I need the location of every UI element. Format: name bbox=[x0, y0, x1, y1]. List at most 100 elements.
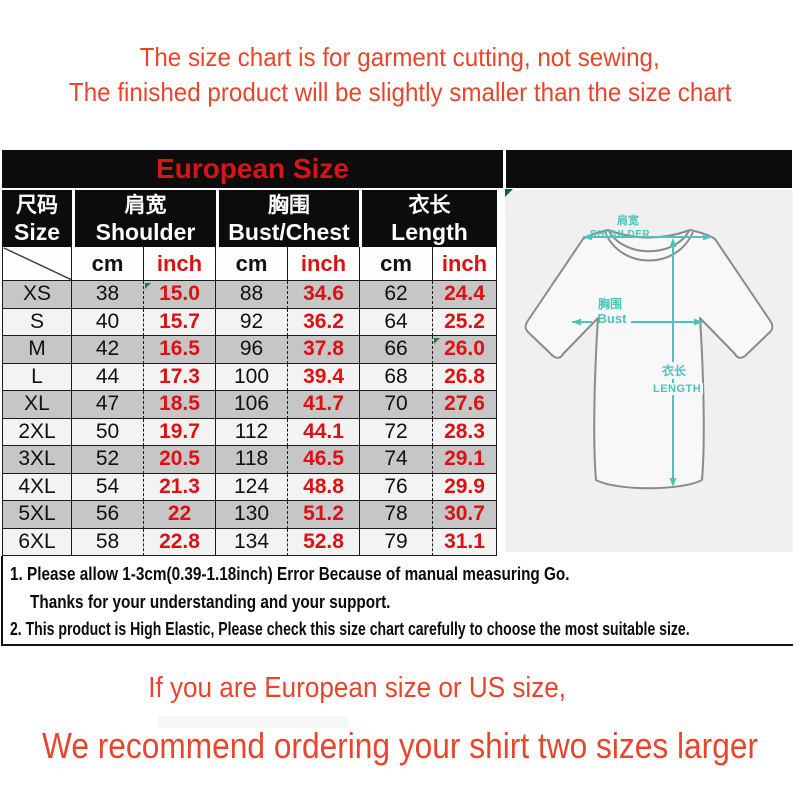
size-label: M bbox=[2, 336, 72, 364]
size-label: 3XL bbox=[2, 446, 72, 474]
size-label: 4XL bbox=[2, 473, 72, 501]
header-size-zh: 尺码 bbox=[16, 193, 58, 217]
column-header-bust: 胸围 Bust/Chest bbox=[219, 190, 359, 247]
measurement-value: 50 bbox=[72, 418, 144, 446]
collar-inner-arc bbox=[608, 230, 690, 253]
footer-line-1-text: If you are European size or US size, bbox=[148, 672, 566, 704]
bust-label-en: Bust bbox=[597, 311, 627, 326]
cell-corner-marker bbox=[434, 338, 440, 344]
header-size-en: Size bbox=[13, 218, 61, 245]
measurement-value: 58 bbox=[72, 528, 144, 556]
measurement-value: 48.8 bbox=[288, 473, 360, 501]
measurement-value: 27.6 bbox=[433, 391, 497, 419]
warning-line-2: The finished product will be slightly sm… bbox=[68, 77, 732, 107]
diagonal-blank-cell bbox=[2, 247, 72, 281]
unit-label: cm bbox=[360, 247, 433, 281]
length-label-en: LENGTH bbox=[651, 383, 704, 395]
measurement-value: 20.5 bbox=[144, 446, 216, 474]
faint-artifact-strip bbox=[158, 716, 348, 728]
header-shoulder-en: Shoulder bbox=[95, 218, 196, 245]
size-table: cm inch cm inch cm inch XS 38 15.0 88 34… bbox=[2, 247, 497, 556]
measurement-value: 118 bbox=[216, 446, 288, 474]
measurement-value: 51.2 bbox=[288, 501, 360, 529]
note-line-3: 2. This product is High Elastic, Please … bbox=[10, 619, 690, 639]
measurement-value: 36.2 bbox=[288, 308, 360, 336]
measurement-value: 17.3 bbox=[144, 363, 216, 391]
measurement-value: 56 bbox=[72, 501, 144, 529]
measurement-value: 74 bbox=[360, 446, 433, 474]
size-label: 6XL bbox=[2, 528, 72, 556]
unit-label: cm bbox=[216, 247, 288, 281]
size-label: L bbox=[2, 363, 72, 391]
measurement-value: 66 bbox=[360, 336, 433, 364]
measurement-value: 30.7 bbox=[433, 501, 497, 529]
header-bust-zh: 胸围 bbox=[268, 193, 310, 217]
footer-line-2: We recommend ordering your shirt two siz… bbox=[41, 725, 759, 766]
tshirt-outline bbox=[524, 229, 774, 490]
measurement-value: 37.8 bbox=[288, 336, 360, 364]
measurement-value: 72 bbox=[360, 418, 433, 446]
unit-label: cm bbox=[72, 247, 144, 281]
measurement-value: 38 bbox=[72, 281, 144, 309]
bust-label-zh: 胸围 bbox=[598, 297, 623, 311]
measurement-value: 52 bbox=[72, 446, 144, 474]
measurement-value: 130 bbox=[216, 501, 288, 529]
measurement-value: 134 bbox=[216, 528, 288, 556]
tshirt-diagram: 肩宽 SHOULDER 胸围 Bust 衣长 LENGTH bbox=[505, 190, 793, 552]
measurement-value: 92 bbox=[216, 308, 288, 336]
measurement-value: 112 bbox=[216, 418, 288, 446]
measurement-value: 22.8 bbox=[144, 528, 216, 556]
arrowhead bbox=[694, 318, 703, 326]
tshirt-illustration bbox=[524, 229, 774, 490]
arrowhead bbox=[669, 478, 677, 487]
measurement-value: 28.3 bbox=[433, 418, 497, 446]
shoulder-label-en: SHOULDER bbox=[590, 229, 651, 240]
measurement-value: 100 bbox=[216, 363, 288, 391]
arrowhead bbox=[669, 238, 677, 247]
measurement-value: 19.7 bbox=[144, 418, 216, 446]
warning-line-1: The size chart is for garment cutting, n… bbox=[139, 42, 661, 72]
footer-line-1: If you are European size or US size, bbox=[0, 672, 714, 705]
measurement-value: 39.4 bbox=[288, 363, 360, 391]
measurement-value: 79 bbox=[360, 528, 433, 556]
measurement-value: 31.1 bbox=[433, 528, 497, 556]
measurement-value: 62 bbox=[360, 281, 433, 309]
header-bust-en: Bust/Chest bbox=[228, 218, 350, 245]
collar-outer-arc bbox=[604, 231, 694, 262]
warning-block: The size chart is for garment cutting, n… bbox=[0, 40, 800, 110]
measurement-value: 76 bbox=[360, 473, 433, 501]
measurement-value: 54 bbox=[72, 473, 144, 501]
measurement-value: 47 bbox=[72, 391, 144, 419]
measurement-value: 44 bbox=[72, 363, 144, 391]
measurement-value: 52.8 bbox=[288, 528, 360, 556]
measurement-value: 46.5 bbox=[288, 446, 360, 474]
measurement-value: 40 bbox=[72, 308, 144, 336]
measurement-value: 88 bbox=[216, 281, 288, 309]
measurement-value: 78 bbox=[360, 501, 433, 529]
unit-label: inch bbox=[144, 247, 216, 281]
measurement-value: 106 bbox=[216, 391, 288, 419]
size-label: 5XL bbox=[2, 501, 72, 529]
column-header-shoulder: 肩宽 Shoulder bbox=[75, 190, 216, 247]
banner-right-filler bbox=[506, 150, 792, 188]
cell-corner-marker bbox=[145, 283, 151, 289]
diagonal-line bbox=[3, 247, 71, 280]
arrowhead bbox=[703, 233, 712, 241]
measurement-value: 29.9 bbox=[433, 473, 497, 501]
measurement-value: 96 bbox=[216, 336, 288, 364]
measurement-value: 34.6 bbox=[288, 281, 360, 309]
arrowhead bbox=[583, 233, 592, 241]
note-line-1: 1. Please allow 1-3cm(0.39-1.18inch) Err… bbox=[10, 564, 570, 584]
measurement-value: 22 bbox=[144, 501, 216, 529]
measurement-value: 18.5 bbox=[144, 391, 216, 419]
measurement-value: 24.4 bbox=[433, 281, 497, 309]
measurement-value: 15.0 bbox=[144, 281, 216, 309]
header-length-zh: 衣长 bbox=[408, 193, 451, 217]
measurement-value: 70 bbox=[360, 391, 433, 419]
length-label-zh: 衣长 bbox=[660, 362, 689, 379]
header-length-en: Length bbox=[391, 218, 468, 245]
measurement-value: 124 bbox=[216, 473, 288, 501]
header-shoulder-zh: 肩宽 bbox=[124, 193, 167, 217]
measurement-value: 29.1 bbox=[433, 446, 497, 474]
size-label: 2XL bbox=[2, 418, 72, 446]
